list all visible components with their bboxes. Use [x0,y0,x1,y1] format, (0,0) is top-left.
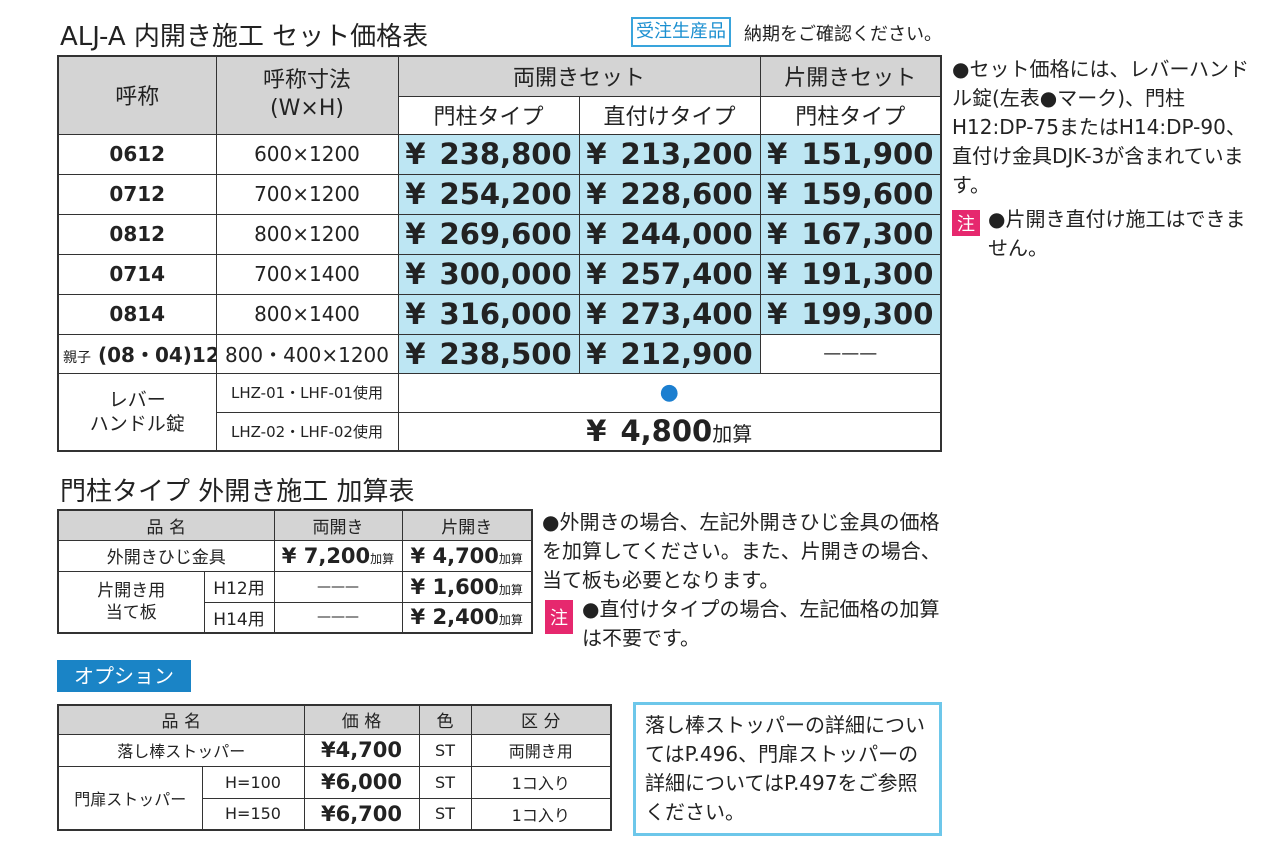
elbow-single-price: ¥ 4,700加算 [401,539,533,572]
row-post-price: ¥300,000 [397,253,580,295]
main-table-title: ALJ-A 内開き施工 セット価格表 [60,22,429,52]
row-name: 0714 [57,253,217,295]
header-direct-type: 直付けタイプ [578,95,761,135]
outer-opening-table: 品 名 両開き 片開き 外開きひじ金具 ¥ 7,200加算 ¥ 4,700加算 … [57,509,533,634]
row-single-price: ¥167,300 [759,213,942,255]
row-direct-price: ¥244,000 [578,213,761,255]
made-to-order-badge: 受注生産品 [631,17,731,47]
row-size: 600×1200 [215,133,399,175]
option-reference-box: 落し棒ストッパーの詳細についてはP.496、門扉ストッパーの詳細についてはP.4… [633,702,942,836]
drop-rod-stopper-color: ST [418,733,472,767]
row-post-price: ¥238,800 [397,133,580,175]
row-single-price: ¥199,300 [759,293,942,335]
row-size: 800×1200 [215,213,399,255]
row-size: 800×1400 [215,293,399,335]
header-double-set: 両開きセット [397,55,761,97]
outer-opening-note: ●外開きの場合、左記外開きひじ金具の価格を加算してください。また、片開きの場合、… [542,510,941,592]
plate-h14-single-price: ¥ 2,400加算 [401,601,533,634]
drop-rod-stopper-kind: 両開き用 [470,733,612,767]
door-stopper-h100-color: ST [418,765,472,799]
elbow-double-price: ¥ 7,200加算 [273,539,403,572]
header-size: 呼称寸法 (W×H) [215,55,399,135]
set-price-table: 呼称 呼称寸法 (W×H) 両開きセット 片開きセット 門柱タイプ 直付けタイプ … [57,55,943,452]
row-direct-price: ¥228,600 [578,173,761,215]
oyako-name-cell: 親子 (08・04)12 [57,333,217,374]
lever-handle-label: レバー ハンドル錠 [57,372,217,452]
oyako-post-price: ¥238,500 [397,333,580,374]
oyako-prefix: 親子 [63,350,91,366]
row-name: 0812 [57,213,217,255]
badge-note: 納期をご確認ください。 [744,24,942,45]
price-row: 0714 700×1400 ¥300,000 ¥257,400 ¥191,300 [57,253,942,295]
lever-option-2-price: ¥4,800加算 [397,411,942,452]
row-name: 0712 [57,173,217,215]
outer-table-title: 門柱タイプ 外開き施工 加算表 [60,477,415,507]
door-stopper-h150-price: ¥6,700 [303,797,420,831]
option-header-color: 色 [418,704,472,735]
row-direct-price: ¥213,200 [578,133,761,175]
single-direct-note: ●片開き直付け施工はできません。 [988,207,1246,260]
row-post-price: ¥316,000 [397,293,580,335]
direct-type-note: ●直付けタイプの場合、左記価格の加算は不要です。 [582,597,940,650]
row-name: 0814 [57,293,217,335]
outer-header-double: 両開き [273,509,403,541]
row-post-price: ¥254,200 [397,173,580,215]
caution-mark: 注 [952,210,980,236]
oyako-direct-price: ¥212,900 [578,333,761,374]
row-single-price: ¥191,300 [759,253,942,295]
price-row: 0712 700×1200 ¥254,200 ¥228,600 ¥159,600 [57,173,942,215]
set-contents-note: ●セット価格には、レバーハンドル錠(左表●マーク)、門柱H12:DP-75または… [952,57,1250,197]
door-stopper-name: 門扉ストッパー [57,765,203,831]
door-stopper-h150: H=150 [201,797,305,831]
plate-h14: H14用 [203,601,275,634]
drop-rod-stopper-name: 落し棒ストッパー [57,733,305,767]
outer-caution-mark: 注 [545,600,573,634]
door-stopper-h150-kind: 1コ入り [470,797,612,831]
door-stopper-h100-kind: 1コ入り [470,765,612,799]
row-post-price: ¥269,600 [397,213,580,255]
door-stopper-h150-color: ST [418,797,472,831]
plate-h12-double-dash: ——— [273,570,403,603]
door-stopper-h100-price: ¥6,000 [303,765,420,799]
row-single-price: ¥151,900 [759,133,942,175]
price-row: 0612 600×1200 ¥238,800 ¥213,200 ¥151,900 [57,133,942,175]
outer-header-name: 品 名 [57,509,275,541]
row-direct-price: ¥273,400 [578,293,761,335]
price-row: 0812 800×1200 ¥269,600 ¥244,000 ¥167,300 [57,213,942,255]
header-single-post-type: 門柱タイプ [759,95,942,135]
plate-h12-single-price: ¥ 1,600加算 [401,570,533,603]
outer-header-single: 片開き [401,509,533,541]
plate-name: 片開き用 当て板 [57,570,205,634]
header-single-set: 片開きセット [759,55,942,97]
plate-h14-double-dash: ——— [273,601,403,634]
option-header-name: 品 名 [57,704,305,735]
lever-option-1: LHZ-01・LHF-01使用 [215,372,399,413]
oyako-name: (08・04)12 [97,343,216,367]
row-single-price: ¥159,600 [759,173,942,215]
option-header-kind: 区 分 [470,704,612,735]
oyako-size: 800・400×1200 [215,333,399,374]
row-direct-price: ¥257,400 [578,253,761,295]
drop-rod-stopper-price: ¥4,700 [303,733,420,767]
row-name: 0612 [57,133,217,175]
option-table: 品 名 価 格 色 区 分 落し棒ストッパー ¥4,700 ST 両開き用 門扉… [57,704,612,831]
row-size: 700×1200 [215,173,399,215]
header-post-type: 門柱タイプ [397,95,580,135]
lever-option-2: LHZ-02・LHF-02使用 [215,411,399,452]
header-name: 呼称 [57,55,217,135]
plate-h12: H12用 [203,570,275,603]
row-size: 700×1400 [215,253,399,295]
included-mark: ● [397,372,942,413]
price-row: 0814 800×1400 ¥316,000 ¥273,400 ¥199,300 [57,293,942,335]
option-header-price: 価 格 [303,704,420,735]
oyako-single-dash: ——— [759,333,942,374]
door-stopper-h100: H=100 [201,765,305,799]
elbow-hardware-name: 外開きひじ金具 [57,539,275,572]
option-title: オプション [57,660,191,692]
